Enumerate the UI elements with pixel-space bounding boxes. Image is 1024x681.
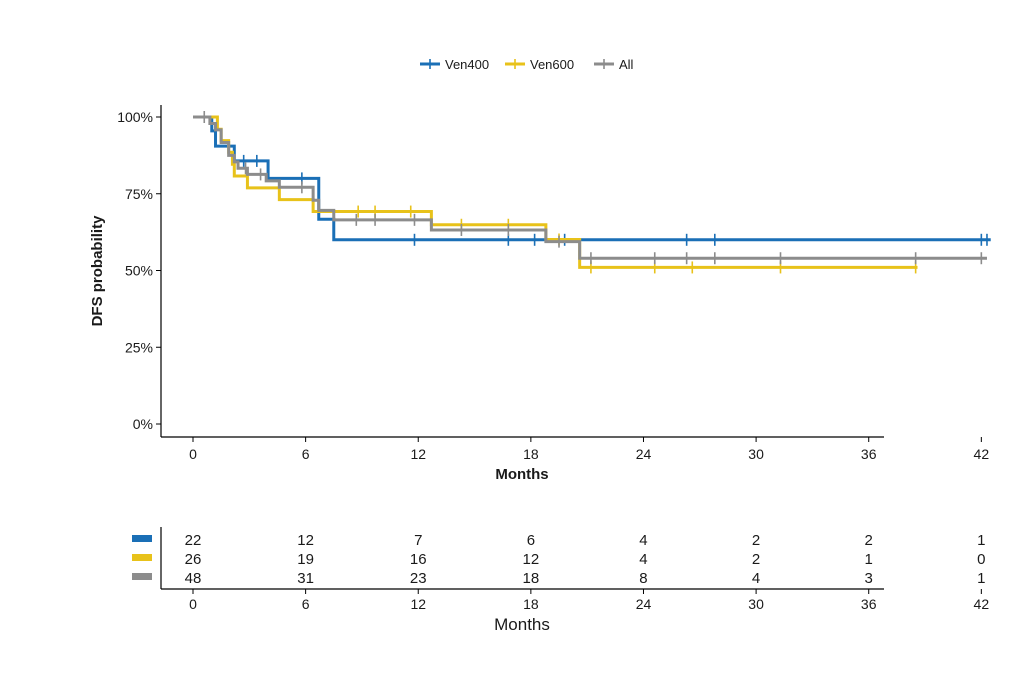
risk-count: 7 xyxy=(414,532,422,549)
risk-count: 26 xyxy=(185,551,202,568)
legend-item-all: All xyxy=(594,57,634,72)
risk-count: 0 xyxy=(977,551,985,568)
risk-row-swatch xyxy=(132,535,152,542)
y-axis-title: DFS probability xyxy=(89,215,106,326)
risk-count: 6 xyxy=(527,532,535,549)
x-tick-label: 30 xyxy=(748,446,764,462)
risk-count: 48 xyxy=(185,570,202,587)
risk-count: 12 xyxy=(523,551,540,568)
risk-count: 1 xyxy=(977,570,985,587)
risk-count: 18 xyxy=(523,570,540,587)
y-tick-label: 0% xyxy=(133,416,153,432)
risk-row-ven400: 22 12 7 6 4 2 2 1 xyxy=(132,532,986,549)
y-tick-label: 50% xyxy=(125,263,153,279)
x-tick-label: 42 xyxy=(974,446,990,462)
x-tick-label: 24 xyxy=(636,446,652,462)
legend-label: All xyxy=(619,57,634,72)
risk-x-tick-label: 30 xyxy=(748,596,764,612)
y-axis: 0% 25% 50% 75% 100% xyxy=(117,105,162,437)
km-curve-ven400 xyxy=(193,115,991,242)
risk-x-tick-label: 18 xyxy=(523,596,539,612)
risk-row-all: 48 31 23 18 8 4 3 1 xyxy=(132,570,986,587)
risk-x-axis: 0 6 12 18 24 30 36 42 xyxy=(160,527,990,612)
risk-count: 12 xyxy=(297,532,314,549)
y-tick-label: 25% xyxy=(125,339,153,355)
x-tick-label: 0 xyxy=(189,446,197,462)
km-curve-all xyxy=(193,115,987,260)
risk-count: 1 xyxy=(977,532,985,549)
risk-rows: 22 12 7 6 4 2 2 126 19 16 12 4 2 1 048 31 23 18 8 4 3 1 xyxy=(132,532,986,587)
risk-count: 23 xyxy=(410,570,427,587)
risk-count: 2 xyxy=(865,532,873,549)
x-axis: 0 6 12 18 24 30 36 42 xyxy=(161,436,990,462)
risk-x-axis-title: Months xyxy=(494,615,550,634)
x-axis-title: Months xyxy=(495,466,548,483)
risk-row-ven600: 26 19 16 12 4 2 1 0 xyxy=(132,551,986,568)
risk-table: 22 12 7 6 4 2 2 126 19 16 12 4 2 1 048 31 23 18 8 4 3 1 0 6 12 1… xyxy=(132,527,989,634)
series-all xyxy=(193,111,987,265)
risk-count: 2 xyxy=(752,532,760,549)
risk-count: 22 xyxy=(185,532,202,549)
legend-item-ven600: Ven600 xyxy=(505,57,574,72)
x-tick-label: 6 xyxy=(302,446,310,462)
curves xyxy=(193,111,991,274)
risk-row-swatch xyxy=(132,554,152,561)
risk-x-tick-label: 24 xyxy=(636,596,652,612)
y-tick-label: 100% xyxy=(117,109,153,125)
risk-x-tick-label: 42 xyxy=(974,596,990,612)
risk-count: 16 xyxy=(410,551,427,568)
series-ven400 xyxy=(193,115,991,246)
risk-x-tick-label: 36 xyxy=(861,596,877,612)
legend: Ven400 Ven600 All xyxy=(420,57,634,72)
series-ven600 xyxy=(193,115,918,274)
legend-item-ven400: Ven400 xyxy=(420,57,489,72)
risk-row-swatch xyxy=(132,573,152,580)
risk-count: 31 xyxy=(297,570,314,587)
risk-count: 4 xyxy=(752,570,760,587)
risk-count: 2 xyxy=(752,551,760,568)
risk-x-tick-label: 0 xyxy=(189,596,197,612)
legend-label: Ven400 xyxy=(445,57,489,72)
x-tick-label: 36 xyxy=(861,446,877,462)
risk-count: 3 xyxy=(865,570,873,587)
risk-x-tick-label: 12 xyxy=(410,596,426,612)
km-plot: 0% 25% 50% 75% 100% 0 6 12 18 24 30 36 42 DFS proba… xyxy=(89,105,991,483)
risk-count: 4 xyxy=(639,532,647,549)
risk-count: 8 xyxy=(639,570,647,587)
risk-count: 1 xyxy=(865,551,873,568)
x-tick-label: 12 xyxy=(410,446,426,462)
risk-count: 19 xyxy=(297,551,314,568)
risk-count: 4 xyxy=(639,551,647,568)
legend-label: Ven600 xyxy=(530,57,574,72)
y-tick-label: 75% xyxy=(125,186,153,202)
x-tick-label: 18 xyxy=(523,446,539,462)
risk-x-tick-label: 6 xyxy=(302,596,310,612)
